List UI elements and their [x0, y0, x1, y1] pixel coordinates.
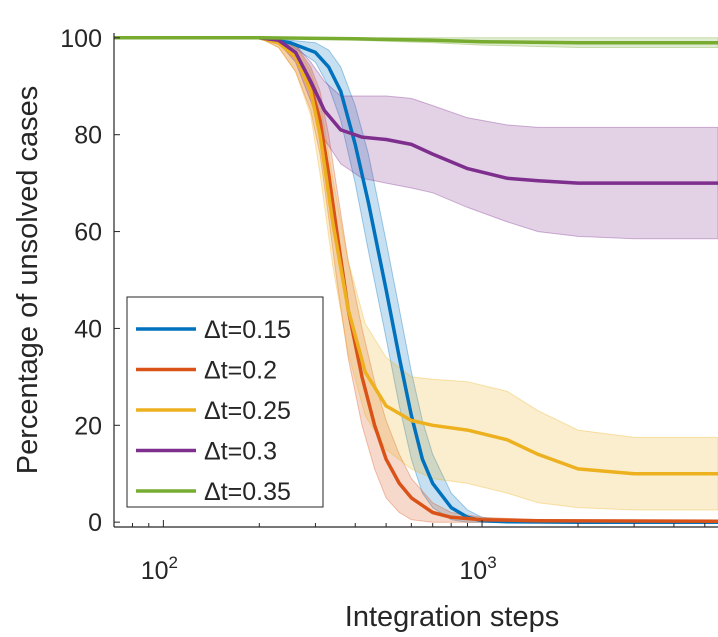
series-line-dt-0-25	[114, 36, 718, 476]
x-axis-title: Integration steps	[345, 601, 559, 633]
y-tick-label: 40	[74, 315, 102, 343]
legend-label-dt-0-35: Δt=0.35	[204, 478, 291, 506]
legend-label-dt-0-2: Δt=0.2	[204, 357, 277, 385]
series-band-dt-0-2	[114, 37, 718, 523]
y-axis-title: Percentage of unsolved cases	[12, 86, 44, 475]
x-tick-label: 102	[141, 553, 178, 585]
series-band-dt-0-25	[114, 37, 718, 511]
y-tick-label: 80	[74, 122, 102, 150]
legend-box	[126, 296, 324, 508]
legend: Δt=0.15 Δt=0.2 Δt=0.25 Δt=0.3 Δt=0.35	[126, 296, 324, 508]
y-tick-label: 60	[74, 219, 102, 247]
series-band-dt-0-3	[114, 37, 718, 240]
legend-label-dt-0-3: Δt=0.3	[204, 438, 277, 466]
x-tick-label: 103	[459, 553, 496, 585]
legend-label-dt-0-15: Δt=0.15	[204, 316, 291, 344]
y-tick-label: 100	[60, 25, 102, 53]
series-line-dt-0-35	[114, 36, 718, 45]
series-band-dt-0-15	[114, 37, 718, 523]
legend-label-dt-0-25: Δt=0.25	[204, 397, 291, 425]
y-tick-label: 0	[88, 509, 102, 537]
series-line-dt-0-3	[114, 36, 718, 185]
y-tick-label: 20	[74, 412, 102, 440]
